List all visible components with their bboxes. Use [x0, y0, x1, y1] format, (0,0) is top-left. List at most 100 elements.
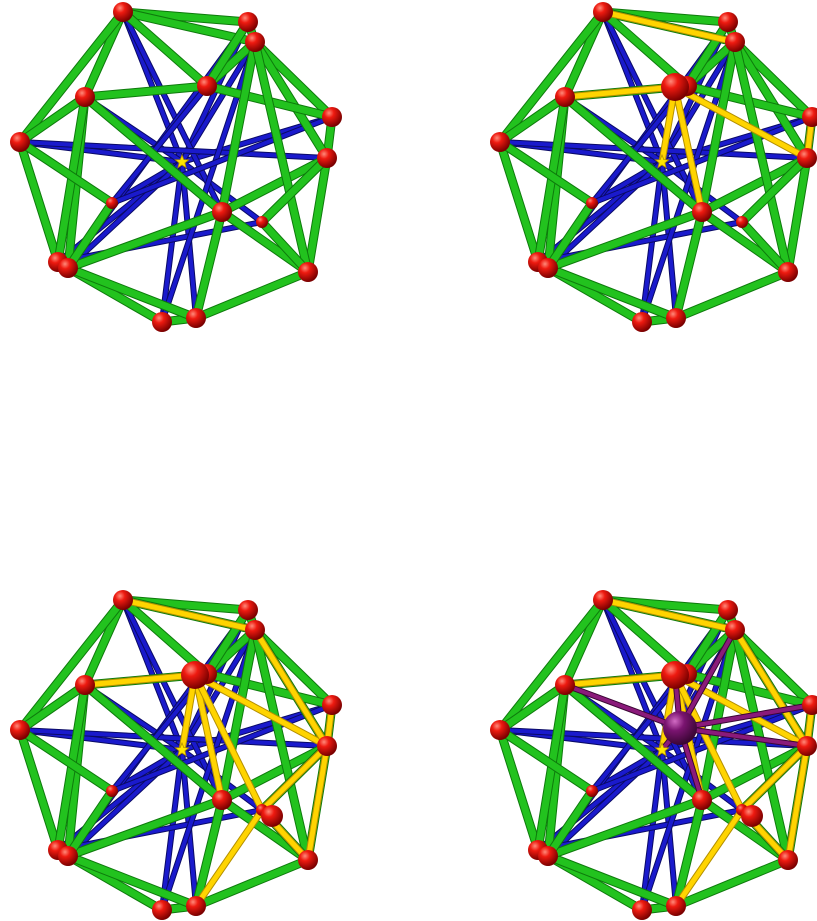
outer-edge — [496, 726, 542, 854]
vertex-sphere-icon — [261, 805, 283, 827]
vertex-sphere-icon — [661, 73, 689, 101]
vertex-sphere-icon — [632, 312, 652, 332]
outer-edge — [784, 154, 811, 276]
vertex-sphere-icon — [718, 12, 738, 32]
vertex-sphere-icon — [725, 32, 745, 52]
vertex-sphere-icon — [181, 661, 209, 689]
vertex-sphere-icon — [802, 107, 817, 127]
vertex-sphere-icon — [113, 590, 133, 610]
vertex-sphere-icon — [802, 695, 817, 715]
outer-edge — [81, 82, 211, 101]
outer-edge — [698, 626, 739, 804]
outer-edge — [64, 264, 200, 322]
vertex-sphere-icon — [797, 736, 817, 756]
vertex-sphere-icon — [778, 850, 798, 870]
vertex-sphere-icon — [666, 896, 686, 916]
outer-edge — [683, 18, 732, 90]
inner-edge — [640, 628, 737, 912]
highlight-edge — [192, 672, 265, 813]
center-edge — [563, 683, 682, 730]
outer-edge — [731, 38, 792, 276]
inner-edge — [546, 748, 664, 858]
outer-edge — [496, 681, 569, 734]
highlight-edge — [732, 627, 810, 749]
vertex-sphere-icon — [75, 87, 95, 107]
outer-edge — [496, 8, 607, 146]
panel-top-left — [10, 2, 342, 332]
vertex-sphere-icon — [58, 846, 78, 866]
highlight-edge — [562, 672, 678, 688]
center-edge — [678, 628, 737, 730]
outer-edge — [544, 264, 680, 322]
highlight-edge — [305, 743, 330, 863]
highlight-edge — [82, 672, 198, 688]
panel-top-right — [490, 2, 817, 332]
vertex-sphere-icon — [10, 132, 30, 152]
inner-edge — [18, 140, 329, 160]
outer-edge — [119, 8, 211, 90]
center-star-icon — [174, 741, 190, 757]
outer-edge — [672, 208, 706, 322]
center-star-icon — [654, 153, 670, 169]
outer-edge — [16, 596, 127, 734]
vertex-sphere-icon — [322, 107, 342, 127]
outer-edge — [544, 199, 596, 272]
outer-edge — [698, 742, 811, 804]
vertex-sphere-icon — [152, 900, 172, 920]
vertex-sphere-icon — [692, 202, 712, 222]
center-star-icon — [174, 153, 190, 169]
outer-edge — [672, 268, 792, 322]
vertex-sphere-icon — [245, 32, 265, 52]
outer-edge — [496, 596, 607, 734]
vertex-sphere-icon — [586, 197, 598, 209]
vertex-sphere-icon — [778, 262, 798, 282]
inner-edge — [160, 40, 257, 324]
vertex-sphere-icon — [538, 846, 558, 866]
vertex-sphere-icon — [10, 720, 30, 740]
center-edge — [678, 703, 814, 730]
highlight-edge — [673, 807, 745, 909]
inner-edge — [18, 728, 329, 748]
outer-edge — [496, 726, 596, 795]
hub-vertex-icon — [663, 711, 697, 745]
highlight-edge — [120, 597, 258, 633]
inner-edge — [590, 115, 814, 205]
outer-edge — [192, 208, 226, 322]
vertex-sphere-icon — [555, 675, 575, 695]
outer-edge — [251, 626, 312, 864]
inner-edge — [66, 748, 184, 858]
vertex-sphere-icon — [238, 600, 258, 620]
outer-edge — [64, 796, 226, 860]
outer-edge — [192, 796, 226, 910]
vertex-sphere-icon — [692, 790, 712, 810]
highlight-edge — [600, 597, 738, 633]
outer-edge — [496, 93, 569, 146]
vertex-sphere-icon — [106, 197, 118, 209]
outer-edge — [64, 852, 200, 910]
vertex-sphere-icon — [75, 675, 95, 695]
vertex-sphere-icon — [212, 790, 232, 810]
vertex-sphere-icon — [490, 132, 510, 152]
outer-edge — [251, 38, 312, 276]
outer-edge — [683, 606, 732, 678]
inner-edge — [160, 628, 257, 912]
outer-edge — [672, 856, 792, 910]
outer-edge — [218, 626, 259, 804]
highlight-edge — [562, 84, 678, 100]
panel-bottom-left — [10, 590, 342, 920]
outer-edge — [251, 38, 331, 162]
inner-edge — [121, 598, 224, 802]
inner-edge — [498, 140, 809, 160]
outer-edge — [64, 787, 116, 860]
highlight-edge — [600, 9, 738, 45]
vertex-sphere-icon — [212, 202, 232, 222]
vertex-sphere-icon — [256, 216, 268, 228]
outer-edge — [738, 218, 792, 276]
outer-edge — [16, 138, 116, 207]
outer-edge — [119, 8, 259, 46]
vertex-sphere-icon — [245, 620, 265, 640]
vertex-sphere-icon — [322, 695, 342, 715]
highlight-edge — [785, 743, 810, 863]
inner-edge — [66, 160, 184, 270]
vertex-sphere-icon — [661, 661, 689, 689]
